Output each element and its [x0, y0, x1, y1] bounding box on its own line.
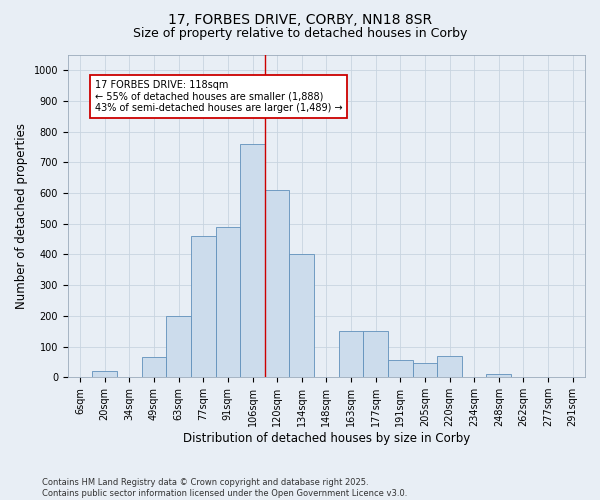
Text: 17 FORBES DRIVE: 118sqm
← 55% of detached houses are smaller (1,888)
43% of semi: 17 FORBES DRIVE: 118sqm ← 55% of detache…	[95, 80, 343, 113]
Text: Contains HM Land Registry data © Crown copyright and database right 2025.
Contai: Contains HM Land Registry data © Crown c…	[42, 478, 407, 498]
Bar	[142, 358, 166, 377]
Bar	[215, 227, 240, 377]
Bar	[265, 190, 289, 377]
Bar	[437, 356, 462, 377]
Bar	[413, 364, 437, 377]
Text: 17, FORBES DRIVE, CORBY, NN18 8SR: 17, FORBES DRIVE, CORBY, NN18 8SR	[168, 12, 432, 26]
Text: Size of property relative to detached houses in Corby: Size of property relative to detached ho…	[133, 28, 467, 40]
Y-axis label: Number of detached properties: Number of detached properties	[15, 123, 28, 309]
Bar	[487, 374, 511, 377]
Bar	[388, 360, 413, 377]
Bar	[289, 254, 314, 377]
Bar	[191, 236, 215, 377]
Bar	[166, 316, 191, 377]
Bar	[92, 371, 117, 377]
Bar	[339, 331, 364, 377]
Bar	[364, 331, 388, 377]
X-axis label: Distribution of detached houses by size in Corby: Distribution of detached houses by size …	[183, 432, 470, 445]
Bar	[240, 144, 265, 377]
